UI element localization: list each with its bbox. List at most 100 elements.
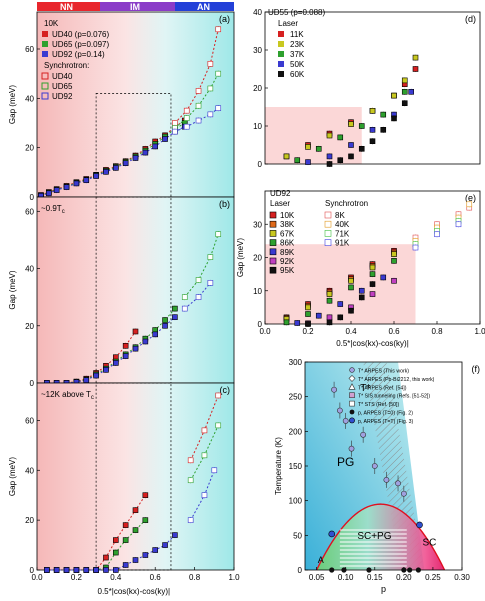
legend-a-swatch-4 xyxy=(41,82,49,90)
panel-f-tstar-point xyxy=(395,480,401,487)
legend-d: UD55 (p=0.088) Laser 11K 23K 37K 50K 60K xyxy=(268,8,325,79)
legend-f-label-2: T* ARPES (Ref. [54]) xyxy=(358,385,407,391)
panel-b-point xyxy=(207,280,214,286)
panel-d-point xyxy=(380,127,387,133)
panel-e-ytick-label: 20 xyxy=(253,254,262,263)
panel-b-point xyxy=(122,342,129,349)
legend-a-label-3: UD40 xyxy=(52,72,73,81)
panel-e-point xyxy=(283,319,290,326)
legend-d-swatch-2 xyxy=(278,51,284,57)
panel-a-point xyxy=(103,169,109,175)
panel-f-ytick-label: 100 xyxy=(289,497,303,506)
panel-b-point xyxy=(103,367,109,373)
panel-b-point xyxy=(172,305,178,312)
legend-a-label-4: UD65 xyxy=(52,82,73,91)
panel-f-pc-point xyxy=(401,567,407,573)
band-nn-label: NN xyxy=(60,2,73,12)
panel-c-series-5 xyxy=(187,467,218,524)
legend-e-swatch-1 xyxy=(269,220,277,228)
panel-c-ylabel: Gap (meV) xyxy=(8,457,17,496)
panel-c-xtick-label: 0.0 xyxy=(31,573,43,582)
panel-c-annotation: ~12K above Tc xyxy=(41,390,94,401)
panel-a-series-2-line xyxy=(40,126,185,197)
panel-e-series-7 xyxy=(412,204,473,241)
panel-b-point xyxy=(162,322,168,329)
panel-e-point xyxy=(348,284,354,291)
panel-c-point xyxy=(201,452,208,459)
panel-c-point xyxy=(172,532,178,538)
legend-f-label-6: p, ARPES (T=T) (Fig. 3) xyxy=(358,419,413,425)
panel-a-point xyxy=(113,165,119,171)
panel-c-point xyxy=(187,477,194,484)
panel-f-pc-point xyxy=(415,567,421,573)
panel-f-xtick-label: 0.25 xyxy=(425,573,441,582)
legend-e-swatch-5 xyxy=(269,257,277,265)
panel-e-point xyxy=(337,314,344,321)
legend-e-swatch-4 xyxy=(269,248,277,256)
panel-f-xlabel: p xyxy=(381,584,386,594)
panel-c-point xyxy=(187,517,194,523)
panel-d-point xyxy=(348,153,354,160)
panel-c-ytick-label: 20 xyxy=(25,516,34,525)
panel-c-point xyxy=(63,567,70,573)
panel-b-point xyxy=(83,377,90,383)
panel-f-tstar-point xyxy=(342,418,349,424)
panel-c-point xyxy=(103,554,109,561)
panel-b-ytick-label: 20 xyxy=(25,322,34,331)
legend-e-label-3: 86K xyxy=(280,239,295,248)
panel-e-point xyxy=(369,264,376,271)
panel-d-point xyxy=(315,146,322,152)
legend-e-swatch-8 xyxy=(324,220,332,228)
legend-d-swatch-4 xyxy=(278,71,284,77)
panel-d-point xyxy=(401,89,408,95)
panel-d-point xyxy=(358,146,365,152)
panel-d-point xyxy=(294,157,301,163)
legend-f-label-3: T* SIS tunneling (Refs. [51-52]) xyxy=(358,394,430,400)
panel-c-label: (c) xyxy=(220,385,231,395)
panel-b-series-3 xyxy=(181,231,222,301)
legend-d-label-1: 23K xyxy=(290,40,305,49)
legend-f: T* ARPES (This work) T* ARPES (Pb-Bi2212,… xyxy=(348,367,435,425)
panel-b-ytick-label: 0 xyxy=(30,379,35,388)
panel-d-point xyxy=(326,153,333,160)
panel-f-xtick-label: 0.15 xyxy=(367,573,383,582)
legend-d-label-0: 11K xyxy=(290,30,304,39)
panel-f-tstar-point xyxy=(360,431,367,438)
panel-e-xtick-label: 0.0 xyxy=(259,327,271,336)
panel-b-point xyxy=(142,338,149,345)
legend-f-marker-5 xyxy=(349,409,355,415)
panel-b-point xyxy=(195,277,202,283)
panel-b-point xyxy=(162,317,168,323)
panel-a-point xyxy=(73,180,80,187)
panel-d-point xyxy=(326,132,333,139)
legend-e-swatch-3 xyxy=(269,239,277,246)
legend-e-label-7: 8K xyxy=(335,211,345,220)
panel-f-tc-line xyxy=(316,503,446,571)
panel-b-annotation: ~0.9Tc xyxy=(41,204,65,215)
panel-d-ytick-label: 0 xyxy=(258,160,263,169)
panel-a-series-5 xyxy=(172,105,222,135)
panel-e-point xyxy=(348,277,354,284)
panel-c-point xyxy=(142,492,149,499)
panel-a-point xyxy=(195,102,202,109)
panel-b-point xyxy=(113,360,119,366)
legend-d-label-4: 60K xyxy=(290,70,305,79)
panel-e-point xyxy=(358,287,365,294)
panel-a-point xyxy=(172,120,178,126)
panel-e-point xyxy=(305,311,311,317)
panel-d-series-3 xyxy=(305,88,415,166)
panel-f-ytick-label: 50 xyxy=(293,531,302,540)
panel-d-point xyxy=(369,127,376,133)
legend-f-label-0: T* ARPES (This work) xyxy=(358,369,409,375)
panel-b-ylabel: Gap (meV) xyxy=(8,270,17,309)
panel-f-region-scpg: SC+PG xyxy=(357,531,391,542)
legend-a-swatch-2 xyxy=(42,51,48,57)
panel-c-point xyxy=(83,567,90,573)
panel-e-point xyxy=(305,321,311,327)
legend-e-label-1: 38K xyxy=(280,220,295,229)
panel-d-point xyxy=(380,111,387,118)
panel-d-shade xyxy=(265,107,362,164)
panel-d-point xyxy=(337,134,344,141)
panel-e-ytick-label: 30 xyxy=(253,220,262,229)
panel-f-scpg-stripes xyxy=(339,528,407,570)
